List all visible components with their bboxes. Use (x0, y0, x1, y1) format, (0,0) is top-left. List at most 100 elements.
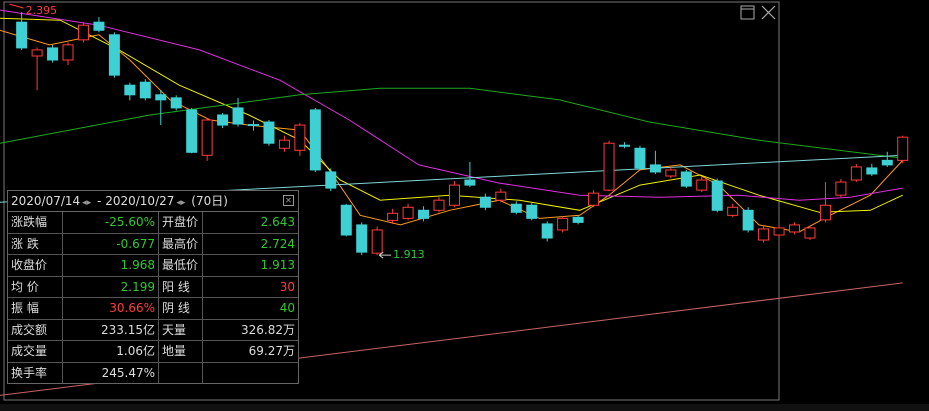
end-date: 2020/10/27 (105, 194, 175, 208)
table-value: 2.199 (63, 276, 159, 297)
candle-body (325, 171, 337, 189)
annotation: 1.913 (393, 248, 425, 261)
annotation: 2.395 (26, 4, 58, 17)
table-value: 326.82万 (241, 322, 295, 337)
table-label: 阳 线 (159, 276, 203, 297)
table-value: 1.913 (260, 258, 295, 272)
candle-body (201, 119, 213, 156)
table-value: 1.06亿 (63, 341, 159, 362)
candle-body (866, 167, 878, 175)
candle-body (742, 209, 754, 231)
candle-body (278, 139, 290, 149)
annotation-arrow (9, 3, 24, 9)
ma-line (0, 29, 904, 233)
table-label: 阴 线 (159, 298, 203, 319)
table-label: 收盘价 (8, 255, 63, 276)
candle-body (433, 199, 445, 211)
candle-body (139, 81, 151, 99)
table-value: 1.968 (63, 255, 159, 276)
table-value: 2.724 (260, 236, 295, 251)
table-value: 30.66% (63, 298, 159, 319)
candle-body (510, 203, 522, 213)
candle-body (557, 217, 569, 231)
candle-body (727, 206, 739, 216)
table-row: 换手率 245.47% (8, 362, 298, 384)
candle-body (479, 196, 491, 208)
table-label: 涨跌幅 (8, 212, 63, 233)
table-row: 涨跌幅 -25.60% 开盘价 2.643 (8, 212, 298, 234)
candle-body (711, 180, 723, 211)
candle-body (62, 44, 74, 61)
candle-body (835, 181, 847, 196)
table-row: 成交量 1.06亿 地量 69.27万 (8, 341, 298, 363)
candle-body (758, 228, 770, 241)
candle-body (881, 159, 893, 166)
candle-body (618, 144, 630, 147)
candle-body (31, 49, 43, 57)
table-label (159, 362, 203, 383)
candle-body (526, 204, 538, 219)
candle-body (495, 191, 507, 201)
maximize-button[interactable] (740, 5, 755, 20)
table-label: 成交额 (8, 319, 63, 340)
candle-body (248, 124, 260, 127)
candle-body (217, 114, 229, 126)
candle-body (340, 204, 352, 236)
candle-body (186, 109, 198, 153)
table-label: 天量 (159, 319, 203, 340)
table-value: -25.60% (63, 212, 159, 233)
candle-body (124, 84, 136, 96)
candle-body (387, 212, 399, 221)
candle-body (649, 164, 661, 173)
candle-body (232, 107, 244, 125)
table-row: 成交额 233.15亿 天量 326.82万 (8, 319, 298, 341)
candle-body (696, 179, 708, 191)
ma-line (0, 9, 903, 201)
table-label: 最高价 (159, 233, 203, 254)
table-value: 69.27万 (248, 344, 295, 358)
candle-body (541, 223, 553, 239)
candle-body (464, 179, 476, 186)
table-value: -0.677 (63, 233, 159, 254)
day-count: (70日) (191, 194, 228, 208)
candle-body (603, 142, 615, 191)
candle-body (634, 147, 646, 169)
close-table[interactable]: ✕ (283, 195, 294, 206)
table-label: 地量 (159, 341, 203, 362)
table-value: 233.15亿 (63, 319, 159, 340)
table-value: 2.643 (260, 215, 295, 229)
candle-body (680, 171, 692, 187)
table-row: 收盘价 1.968 最低价 1.913 (8, 255, 298, 277)
separator: - (97, 194, 102, 208)
candle-body (804, 227, 816, 239)
candle-body (170, 97, 182, 109)
candle-body (309, 109, 321, 171)
candle-body (418, 209, 430, 219)
annotation-arrow (378, 251, 392, 259)
candle-body (294, 124, 306, 151)
table-header: 2020/07/14 ◂▸ - 2020/10/27 ◂▸ (70日) ✕ (8, 191, 298, 212)
candle-body (572, 216, 584, 223)
ma-line (0, 17, 903, 213)
table-value: 245.47% (63, 362, 159, 383)
candle-body (588, 192, 600, 206)
table-row: 振 幅 30.66% 阴 线 40 (8, 298, 298, 320)
table-label: 涨 跌 (8, 233, 63, 254)
candle-body (47, 47, 59, 61)
ma-line (0, 87, 900, 159)
table-label: 换手率 (8, 362, 63, 383)
bottom-strip (0, 404, 929, 411)
candle-body (356, 224, 368, 253)
table-body: 涨跌幅 -25.60% 开盘价 2.643 涨 跌 -0.677 最高价 2.724 收盘价 1.… (8, 212, 298, 383)
candle-body (897, 136, 909, 161)
table-label: 开盘价 (159, 212, 203, 233)
table-value (203, 363, 298, 384)
close-button[interactable] (761, 5, 776, 20)
candle-body (371, 229, 383, 254)
candle-body (789, 224, 801, 233)
candle-body (16, 21, 28, 49)
table-value: 30 (279, 279, 295, 294)
candle-body (77, 24, 89, 41)
table-row: 涨 跌 -0.677 最高价 2.724 (8, 233, 298, 255)
